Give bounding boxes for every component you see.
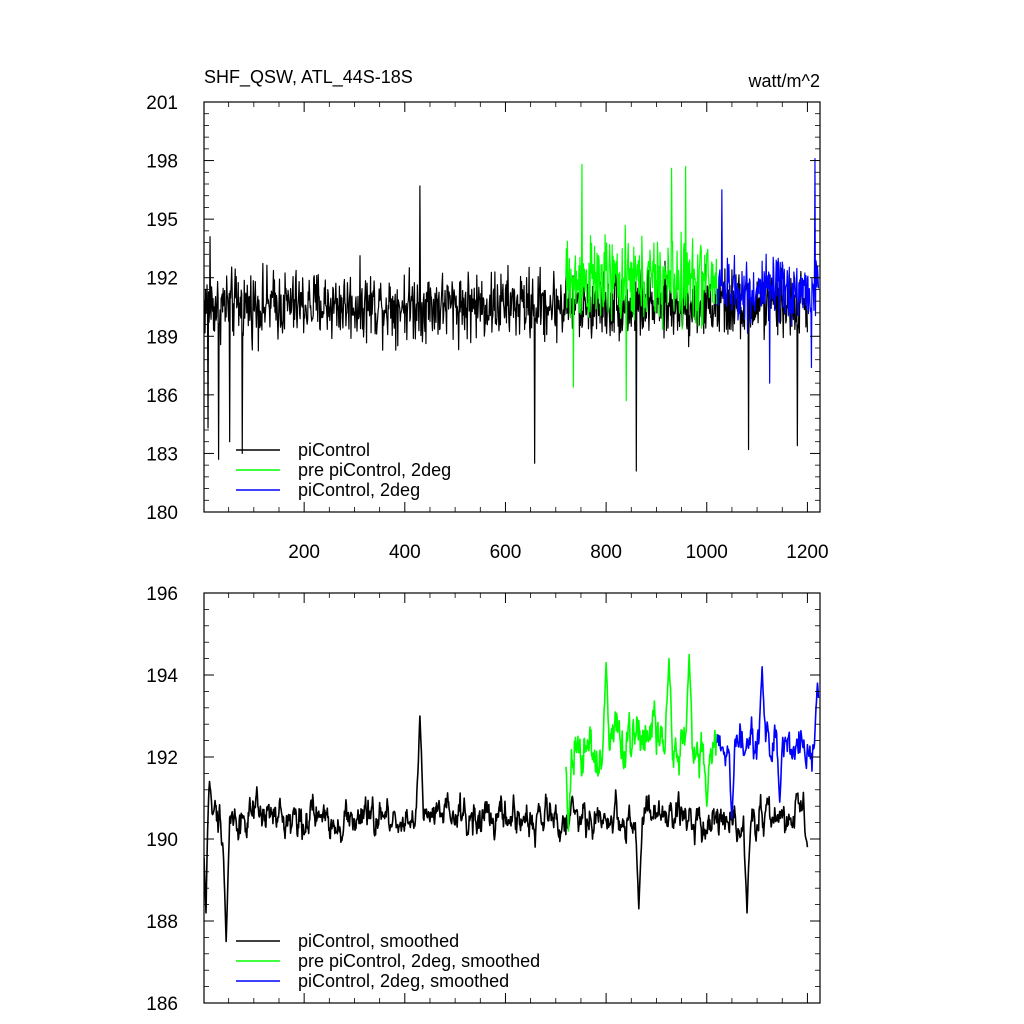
top-ytick-label: 189 — [146, 327, 178, 348]
bottom-ytick-label: 190 — [146, 830, 178, 851]
bottom-series-picontrol-smoothed — [204, 715, 809, 943]
chart-title: SHF_QSW, ATL_44S-18S — [204, 67, 413, 88]
top-legend-label: pre piControl, 2deg — [298, 460, 451, 480]
top-series-picontrol — [204, 185, 809, 472]
top-xtick-label: 1000 — [686, 542, 728, 563]
top-ytick-label: 192 — [146, 269, 178, 290]
top-legend-label: piControl, 2deg — [298, 480, 420, 500]
top-ytick-label: 183 — [146, 444, 178, 465]
bottom-panel: 186 188 190 192 194 196 piControl, smoothedpre… — [146, 584, 821, 1015]
top-legend-label: piControl — [298, 440, 370, 460]
top-xtick-label: 200 — [288, 542, 320, 563]
top-xtick-label: 1200 — [786, 542, 828, 563]
bottom-legend-label: piControl, 2deg, smoothed — [298, 971, 509, 991]
top-panel: 180 183 186 189 192 195 198 201 200 400 600 800 1000… — [146, 93, 828, 563]
bottom-series-group — [204, 653, 820, 943]
top-series-picontrol-2deg — [716, 158, 820, 384]
bottom-legend-label: piControl, smoothed — [298, 931, 459, 951]
bottom-ytick-label: 196 — [146, 584, 178, 605]
units-label: watt/m^2 — [748, 71, 820, 91]
top-xtick-label: 600 — [490, 542, 522, 563]
top-ytick-label: 180 — [146, 503, 178, 524]
top-ytick-label: 195 — [146, 210, 178, 231]
top-ytick-label: 186 — [146, 386, 178, 407]
top-ytick-label: 201 — [146, 93, 178, 114]
top-series-pre-picontrol-2deg — [565, 163, 718, 402]
top-xtick-label: 800 — [590, 542, 622, 563]
bottom-legend-label: pre piControl, 2deg, smoothed — [298, 951, 540, 971]
bottom-ytick-label: 186 — [146, 994, 178, 1015]
bottom-series-picontrol-2deg-smoothed — [716, 666, 820, 820]
bottom-ytick-label: 194 — [146, 666, 178, 687]
bottom-plot-frame — [203, 592, 821, 1004]
bottom-series-pre-picontrol-2deg-smoothed — [565, 653, 718, 832]
bottom-ytick-label: 188 — [146, 912, 178, 933]
top-plot-frame — [203, 101, 821, 513]
top-ytick-label: 198 — [146, 152, 178, 173]
bottom-ytick-label: 192 — [146, 748, 178, 769]
top-xtick-label: 400 — [389, 542, 421, 563]
top-series-group — [204, 158, 820, 472]
